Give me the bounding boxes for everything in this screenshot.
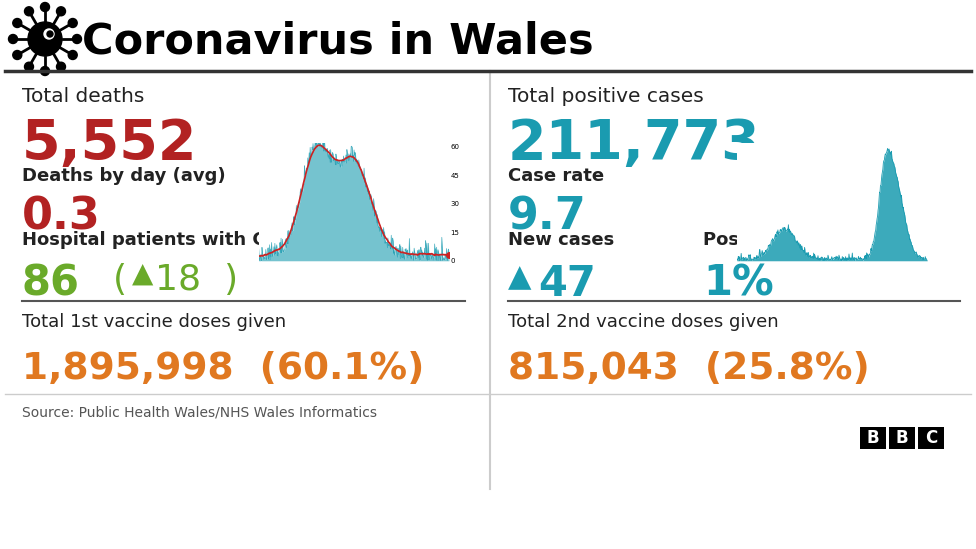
Text: 86: 86 xyxy=(22,263,80,305)
Text: 5,552: 5,552 xyxy=(22,117,197,171)
Circle shape xyxy=(28,22,62,56)
Text: Case rate: Case rate xyxy=(508,167,604,185)
Text: ▲: ▲ xyxy=(508,263,532,292)
Circle shape xyxy=(68,19,77,27)
Text: Hospital patients with Covid-19: Hospital patients with Covid-19 xyxy=(22,231,341,249)
Circle shape xyxy=(44,29,54,39)
Text: 18  ): 18 ) xyxy=(155,263,238,297)
Text: Deaths by day (avg): Deaths by day (avg) xyxy=(22,167,225,185)
Text: 815,043  (25.8%): 815,043 (25.8%) xyxy=(508,351,870,387)
Text: C: C xyxy=(925,429,937,447)
Circle shape xyxy=(24,62,33,71)
Circle shape xyxy=(13,51,21,59)
Text: (: ( xyxy=(90,263,150,297)
Text: Total deaths: Total deaths xyxy=(22,87,144,106)
Text: Total positive cases: Total positive cases xyxy=(508,87,704,106)
Text: 9.7: 9.7 xyxy=(508,195,587,238)
Text: 47: 47 xyxy=(538,263,596,305)
Circle shape xyxy=(57,62,65,71)
Text: Source: Public Health Wales/NHS Wales Informatics: Source: Public Health Wales/NHS Wales In… xyxy=(22,406,377,420)
Text: 0.3: 0.3 xyxy=(22,195,101,238)
Circle shape xyxy=(9,35,18,43)
Circle shape xyxy=(68,51,77,59)
Text: Positivity rate: Positivity rate xyxy=(703,231,846,249)
Circle shape xyxy=(40,3,50,12)
FancyBboxPatch shape xyxy=(918,427,944,449)
Text: 1%: 1% xyxy=(703,263,774,305)
Text: Total 2nd vaccine doses given: Total 2nd vaccine doses given xyxy=(508,313,779,331)
Text: Coronavirus in Wales: Coronavirus in Wales xyxy=(82,21,593,63)
Text: 211,773: 211,773 xyxy=(508,117,760,171)
Circle shape xyxy=(47,31,53,37)
Circle shape xyxy=(40,66,50,76)
FancyBboxPatch shape xyxy=(889,427,915,449)
FancyBboxPatch shape xyxy=(860,427,886,449)
Text: B: B xyxy=(867,429,879,447)
Text: ▲: ▲ xyxy=(132,260,153,288)
Circle shape xyxy=(72,35,82,43)
Circle shape xyxy=(57,7,65,16)
Text: New cases: New cases xyxy=(508,231,614,249)
Circle shape xyxy=(24,7,33,16)
Circle shape xyxy=(13,19,21,27)
Text: Total 1st vaccine doses given: Total 1st vaccine doses given xyxy=(22,313,286,331)
Text: B: B xyxy=(896,429,909,447)
Text: 1,895,998  (60.1%): 1,895,998 (60.1%) xyxy=(22,351,425,387)
